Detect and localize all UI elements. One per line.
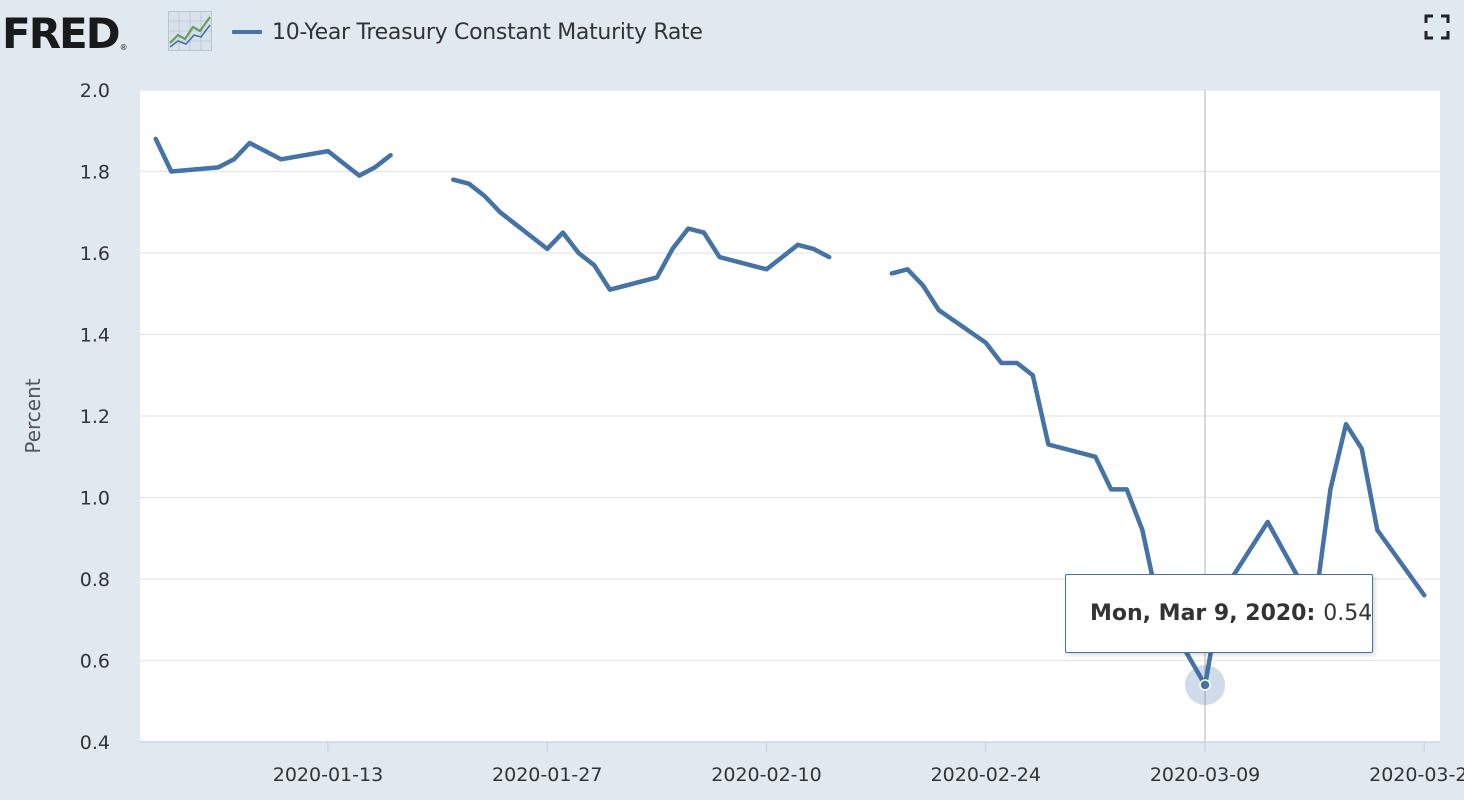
y-tick-label: 1.2 (80, 406, 110, 428)
x-tick-label: 2020-03-09 (1150, 764, 1260, 786)
y-tick-label: 0.4 (80, 732, 110, 754)
x-tick-label: 2020-02-24 (931, 764, 1041, 786)
fred-logo[interactable]: FRED ® (2, 4, 128, 64)
highlight-point[interactable] (1199, 679, 1211, 691)
y-tick-label: 2.0 (80, 80, 110, 102)
series-line-segment (153, 136, 393, 178)
fullscreen-icon[interactable] (1424, 14, 1450, 40)
line-graph-icon (168, 11, 212, 51)
x-tick-label: 2020-01-13 (273, 764, 383, 786)
x-tick-label: 2020-01-27 (492, 764, 602, 786)
y-axis-label: Percent (21, 378, 45, 453)
series-line-segment (451, 177, 832, 292)
y-tick-label: 1.6 (80, 243, 110, 265)
tooltip-date: Mon, Mar 9, 2020: (1090, 601, 1316, 626)
data-tooltip: Mon, Mar 9, 2020: 0.54 (1065, 574, 1373, 653)
x-tick-label: 2020-02-10 (711, 764, 821, 786)
chart-header: FRED ® 10-Year Treasury Constant Maturit… (0, 0, 1464, 66)
registered-mark: ® (119, 43, 128, 52)
tooltip-value: 0.54 (1323, 601, 1373, 626)
y-tick-label: 0.8 (80, 569, 110, 591)
series-legend[interactable]: 10-Year Treasury Constant Maturity Rate (232, 14, 703, 50)
legend-label: 10-Year Treasury Constant Maturity Rate (272, 19, 703, 45)
x-tick-label: 2020-03-23 (1369, 764, 1464, 786)
y-tick-label: 1.8 (80, 162, 110, 184)
y-tick-label: 0.6 (80, 651, 110, 673)
fred-logo-text: FRED (2, 9, 121, 58)
y-tick-label: 1.0 (80, 488, 110, 510)
y-axis-ticks: 0.4 0.6 0.8 1.0 1.2 1.4 1.6 1.8 2.0 (80, 80, 110, 754)
y-tick-label: 1.4 (80, 325, 110, 347)
legend-swatch (232, 30, 262, 34)
series-lines (153, 136, 1427, 688)
x-axis-ticks: 2020-01-13 2020-01-27 2020-02-10 2020-02-24… (273, 742, 1464, 786)
series-line-segment (889, 267, 1427, 688)
